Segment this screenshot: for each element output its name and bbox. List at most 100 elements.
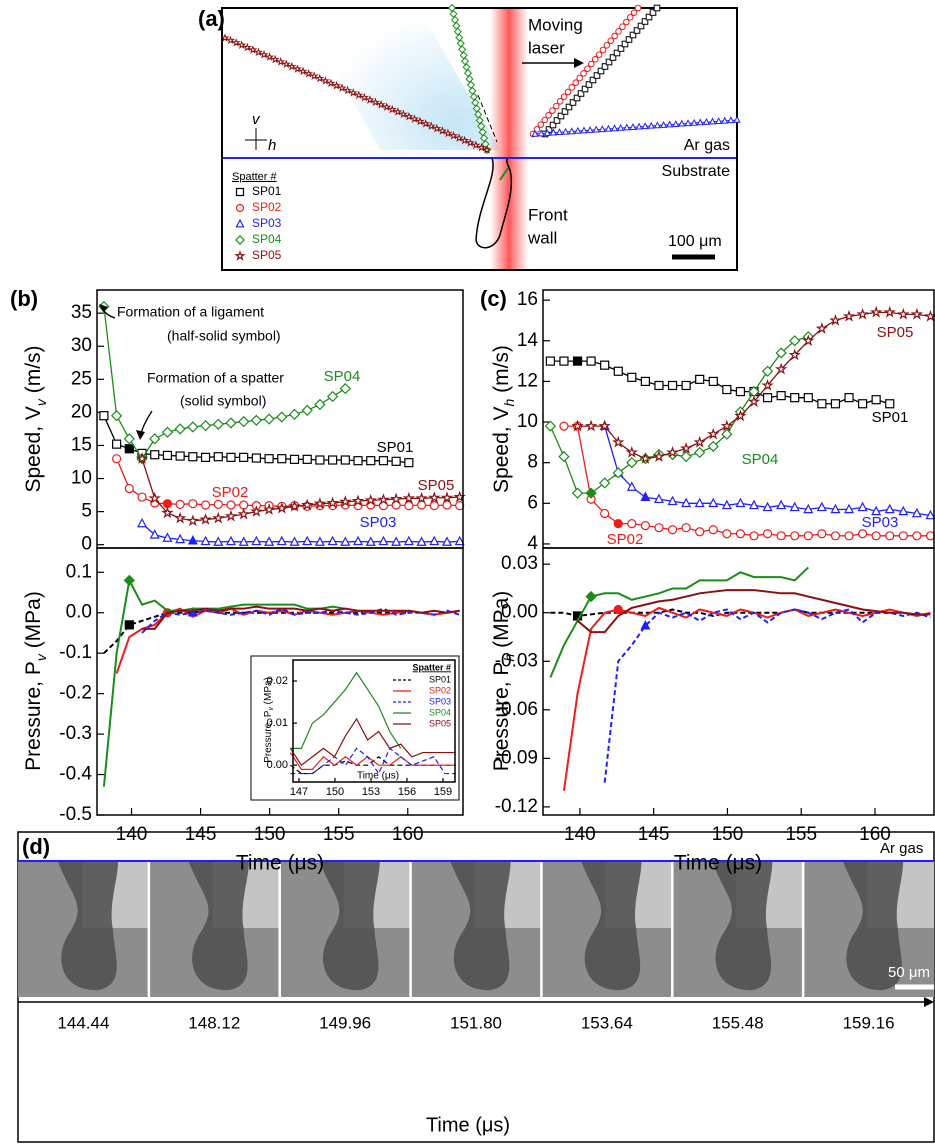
marker (589, 76, 597, 84)
marker (162, 532, 173, 542)
legend-label: SP04 (252, 232, 282, 246)
annotation: Formation of a ligament (117, 304, 264, 320)
marker (188, 452, 198, 462)
y-axis-label-part: v (33, 398, 49, 406)
y-tick-label: 0 (81, 534, 92, 555)
keyhole (712, 862, 773, 991)
plot-frame (292, 659, 456, 783)
marker (694, 497, 705, 508)
flow-arrow (499, 167, 509, 181)
marker (237, 507, 250, 520)
marker (652, 450, 666, 462)
marker (897, 307, 910, 320)
marker (790, 393, 800, 403)
marker (161, 506, 174, 519)
marker (175, 499, 185, 509)
y-tick-label: 10 (71, 468, 92, 489)
marker (613, 49, 621, 57)
marker (830, 399, 841, 409)
marker (465, 74, 474, 84)
marker (428, 491, 441, 503)
marker (627, 519, 637, 529)
y-tick-label: -0.03 (495, 650, 538, 671)
marker (454, 535, 465, 546)
marker (461, 57, 470, 66)
marker (262, 503, 276, 515)
arrow-head (136, 430, 145, 440)
marker (378, 456, 389, 466)
marker (599, 477, 611, 489)
marker (537, 121, 545, 128)
marker (404, 501, 414, 511)
marker (645, 13, 653, 21)
marker (389, 492, 403, 505)
marker (871, 395, 881, 405)
y-axis-label-part: v (33, 653, 49, 661)
marker (287, 61, 297, 71)
marker (684, 119, 692, 127)
marker (672, 120, 680, 127)
y-axis-label-part: (MPa) (490, 591, 513, 654)
marker (242, 42, 252, 52)
marker (626, 457, 638, 469)
marker (574, 126, 582, 134)
keyhole (843, 862, 904, 991)
marker (465, 138, 475, 147)
marker (844, 393, 854, 403)
marker (199, 513, 212, 525)
x-tick-label: 147 (290, 786, 308, 798)
marker (817, 529, 827, 539)
marker (598, 419, 611, 432)
legend-label: SP01 (252, 184, 282, 198)
x-tick-label: 159 (434, 786, 452, 798)
marker (213, 452, 223, 462)
y-axis-label: Pressure, Ph (MPa) (490, 591, 517, 772)
x-tick-label: 150 (326, 786, 344, 798)
marker (722, 384, 732, 395)
marker (354, 90, 364, 100)
marker (460, 135, 470, 145)
marker (584, 65, 591, 72)
marker (842, 309, 856, 322)
series-label: SP01 (377, 439, 414, 456)
marker (537, 129, 545, 137)
marker (681, 497, 692, 508)
label: Moving (528, 15, 583, 34)
marker (292, 64, 303, 73)
marker (263, 413, 275, 425)
marker (774, 362, 788, 375)
marker (911, 507, 922, 518)
marker (584, 419, 598, 432)
x-tick-label: 155 (323, 824, 355, 845)
y-tick-label: -0.3 (59, 723, 92, 744)
marker (238, 536, 249, 546)
marker (370, 97, 381, 107)
guide-line (477, 94, 498, 143)
marker (226, 35, 236, 45)
marker (722, 529, 732, 539)
arrow-head (574, 58, 584, 68)
y-axis-label-part: Pressure, P (22, 661, 45, 771)
y-tick-label: 35 (71, 302, 92, 323)
marker (593, 72, 601, 79)
marker (707, 440, 719, 453)
time-label: 144.44 (57, 1013, 109, 1032)
plot-frame (542, 547, 935, 816)
panel-a: (a) Moving laser Ar gas Substrate Front … (198, 6, 738, 271)
marker (629, 123, 637, 130)
marker (844, 531, 854, 541)
marker (326, 496, 339, 509)
keyhole (450, 862, 511, 991)
marker (432, 123, 442, 133)
marker (463, 69, 473, 78)
y-tick-label: -0.1 (59, 642, 92, 663)
marker (150, 450, 160, 460)
marker (600, 508, 610, 519)
panel-frame (221, 7, 738, 271)
legend-label: SP03 (429, 696, 451, 706)
marker (288, 408, 301, 421)
marker (382, 102, 392, 111)
marker (639, 452, 652, 464)
marker (237, 40, 247, 50)
marker (576, 74, 583, 82)
